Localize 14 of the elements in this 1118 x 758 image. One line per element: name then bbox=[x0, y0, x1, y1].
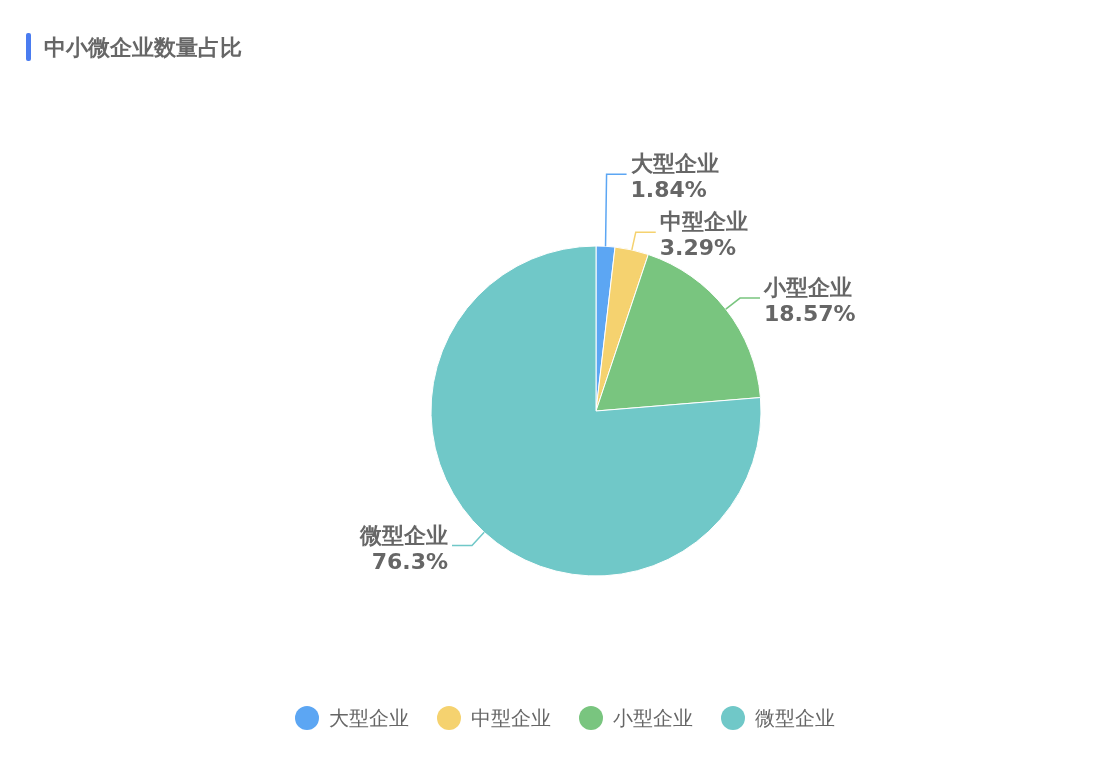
slice-label: 大型企业 bbox=[630, 151, 719, 177]
legend-label: 大型企业 bbox=[329, 706, 409, 730]
legend-label: 微型企业 bbox=[755, 706, 835, 730]
legend-label: 中型企业 bbox=[471, 706, 551, 730]
legend-label: 小型企业 bbox=[613, 706, 693, 730]
data-label: 18.57% bbox=[764, 301, 856, 327]
data-label: 3.29% bbox=[659, 235, 737, 261]
slice-label: 微型企业 bbox=[358, 522, 448, 548]
slice-label: 小型企业 bbox=[763, 275, 852, 301]
data-label: 76.3% bbox=[371, 548, 448, 574]
chart-title: 中小微企业数量占比 bbox=[44, 35, 242, 60]
title: 中小微企业数量占比 bbox=[26, 33, 242, 61]
slice-label: 中型企业 bbox=[659, 209, 748, 235]
data-label: 1.84% bbox=[630, 177, 707, 203]
